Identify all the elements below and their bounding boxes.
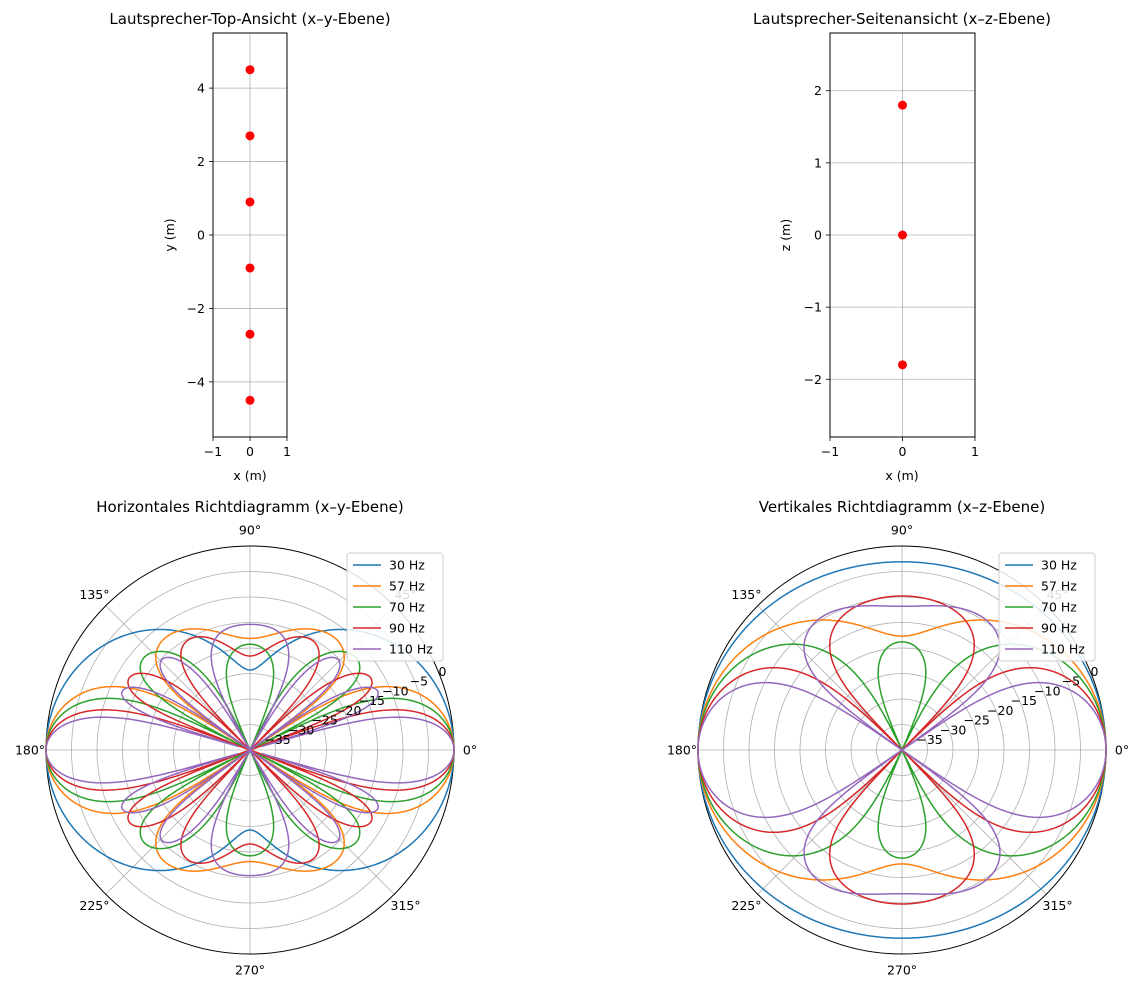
radial-tick-label: −30 [940, 722, 966, 737]
series-line-110hz [697, 605, 1107, 895]
vertical-polar-chart: Vertikales Richtdiagramm (x–z-Ebene) 0°4… [667, 498, 1129, 978]
angle-tick-label: 180° [667, 743, 697, 758]
speaker-point [245, 263, 255, 273]
radial-tick-label: −25 [963, 713, 989, 728]
speaker-point [245, 65, 255, 75]
radial-tick-label: 0 [438, 664, 446, 679]
angle-tick-label: 90° [239, 523, 261, 538]
x-tick-label: −1 [821, 444, 839, 459]
y-tick-label: 0 [197, 228, 205, 243]
y-tick-label: −2 [804, 372, 822, 387]
series-line-110hz [45, 623, 455, 877]
y-axis-label: z (m) [778, 219, 793, 251]
legend-label: 30 Hz [389, 558, 425, 573]
angle-tick-label: 135° [731, 587, 761, 602]
y-tick-label: 2 [197, 154, 205, 169]
radial-tick-label: −20 [335, 703, 361, 718]
radial-tick-label: −35 [264, 732, 290, 747]
chart-title: Lautsprecher-Top-Ansicht (x–y-Ebene) [109, 10, 390, 28]
x-tick-label: −1 [204, 444, 222, 459]
x-tick-label: 1 [971, 444, 979, 459]
x-tick-label: 0 [246, 444, 254, 459]
legend-label: 110 Hz [389, 642, 433, 657]
radial-tick-label: −5 [410, 674, 428, 689]
y-tick-label: 2 [814, 83, 822, 98]
legend-label: 30 Hz [1041, 558, 1077, 573]
radial-tick-label: −10 [382, 683, 408, 698]
legend-label: 70 Hz [1041, 600, 1077, 615]
chart-title: Vertikales Richtdiagramm (x–z-Ebene) [759, 498, 1045, 516]
angle-tick-label: 225° [79, 898, 109, 913]
radial-tick-label: −35 [916, 732, 942, 747]
angle-tick-label: 315° [391, 898, 421, 913]
radial-tick-label: −15 [1011, 693, 1037, 708]
angle-tick-label: 270° [887, 963, 917, 978]
y-tick-label: −1 [804, 300, 822, 315]
speaker-point [245, 395, 255, 405]
angle-tick-label: 180° [15, 743, 45, 758]
speaker-point [245, 329, 255, 339]
angle-tick-label: 90° [891, 523, 913, 538]
y-tick-label: −2 [187, 301, 205, 316]
chart-title: Horizontales Richtdiagramm (x–y-Ebene) [96, 498, 403, 516]
radial-tick-label: −15 [359, 693, 385, 708]
x-axis-label: x (m) [885, 468, 918, 483]
top-view-scatter-chart: Lautsprecher-Top-Ansicht (x–y-Ebene) −1 0… [109, 10, 390, 483]
radial-tick-label: −20 [987, 703, 1013, 718]
x-tick-label: 1 [283, 444, 291, 459]
speaker-point [898, 360, 907, 370]
angle-tick-label: 0° [463, 743, 477, 758]
angle-tick-label: 0° [1115, 743, 1129, 758]
angle-tick-label: 225° [731, 898, 761, 913]
legend-label: 57 Hz [1041, 579, 1077, 594]
side-view-scatter-chart: Lautsprecher-Seitenansicht (x–z-Ebene) −… [753, 10, 1051, 483]
legend-label: 70 Hz [389, 600, 425, 615]
y-axis-label: y (m) [162, 218, 177, 251]
y-tick-label: −4 [187, 374, 205, 389]
legend-label: 90 Hz [1041, 621, 1077, 636]
radial-tick-label: −10 [1034, 683, 1060, 698]
x-tick-label: 0 [899, 444, 907, 459]
y-tick-label: 0 [814, 228, 822, 243]
speaker-point [245, 131, 255, 141]
speaker-point [245, 197, 255, 207]
legend-box [998, 552, 1096, 662]
radial-tick-label: −25 [311, 713, 337, 728]
horizontal-polar-chart: Horizontales Richtdiagramm (x–y-Ebene) 0… [15, 498, 477, 978]
radial-tick-label: −30 [288, 722, 314, 737]
x-axis-label: x (m) [233, 468, 266, 483]
chart-title: Lautsprecher-Seitenansicht (x–z-Ebene) [753, 10, 1051, 28]
legend-label: 57 Hz [389, 579, 425, 594]
radial-tick-label: −5 [1062, 674, 1080, 689]
angle-tick-label: 270° [235, 963, 265, 978]
speaker-point [898, 100, 907, 110]
radial-tick-label: 0 [1090, 664, 1098, 679]
legend-label: 110 Hz [1041, 642, 1085, 657]
legend-label: 90 Hz [389, 621, 425, 636]
legend-box [346, 552, 444, 662]
speaker-point [898, 230, 907, 240]
y-tick-label: 1 [814, 155, 822, 170]
angle-tick-label: 135° [79, 587, 109, 602]
y-tick-label: 4 [197, 81, 205, 96]
angle-tick-label: 315° [1043, 898, 1073, 913]
